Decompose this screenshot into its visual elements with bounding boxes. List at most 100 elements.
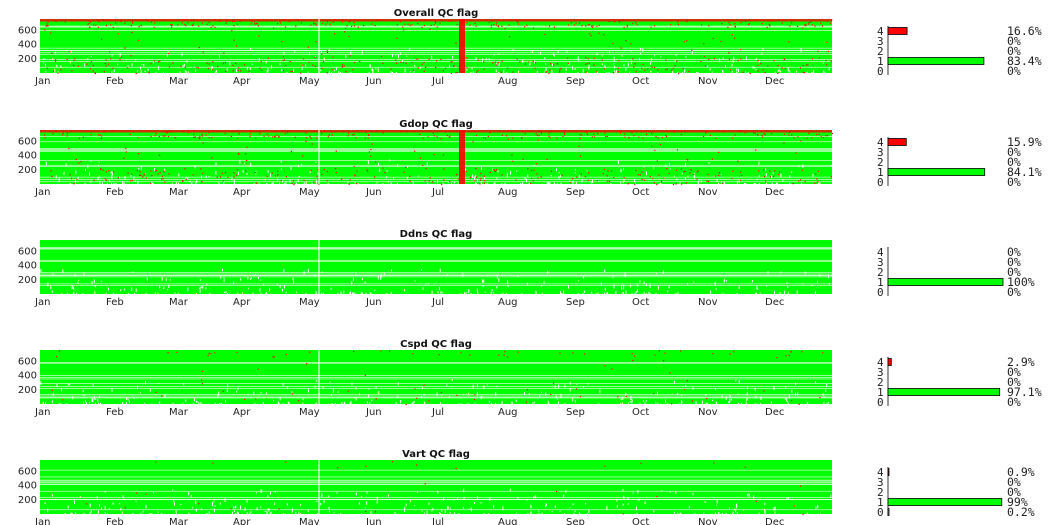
flag-percent-label: 0% xyxy=(1007,285,1021,299)
x-tick-label: Feb xyxy=(106,407,124,418)
flag-level-label: 0 xyxy=(877,506,884,519)
flag-level-label: 1 xyxy=(877,386,884,399)
flag-percent-label: 15.9% xyxy=(1007,135,1042,149)
heatmap-bad-cells xyxy=(51,350,824,406)
x-tick-label: Feb xyxy=(106,517,124,525)
flag-level-label: 2 xyxy=(877,266,884,279)
x-tick-label: May xyxy=(299,517,320,525)
y-tick-label: 200 xyxy=(18,275,37,286)
x-tick-label: Jul xyxy=(431,76,444,87)
heatmap-gaps xyxy=(40,469,832,517)
y-axis-ticks: 200 400 600 xyxy=(18,356,37,396)
x-axis-ticks: Jan Feb Mar Apr May Jun Jul Aug Sep Oct Nov Dec xyxy=(34,407,784,418)
flag-percent-label: 84.1% xyxy=(1007,165,1042,179)
flag-bar xyxy=(887,138,907,146)
x-tick-label: Feb xyxy=(106,297,124,308)
x-tick-label: Dec xyxy=(765,517,784,525)
flag-distribution-chart: 4 15.9% 3 0% 2 0% 1 84.1% 0 0% xyxy=(877,135,1042,189)
qc-panel: Ddns QC flag Jan Feb Mar Apr May Jun Jul Aug Sep O… xyxy=(18,229,1035,308)
x-tick-label: Sep xyxy=(566,407,585,418)
x-tick-label: Dec xyxy=(765,76,784,87)
x-tick-label: Oct xyxy=(632,76,649,87)
x-axis-ticks: Jan Feb Mar Apr May Jun Jul Aug Sep Oct Nov Dec xyxy=(34,76,784,87)
x-tick-label: Jun xyxy=(365,76,382,87)
flag-level-label: 3 xyxy=(877,366,884,379)
flag-bar xyxy=(887,278,1004,286)
chart-title: Ddns QC flag xyxy=(400,229,473,240)
heatmap-gaps xyxy=(40,247,832,297)
x-tick-label: Jun xyxy=(365,517,382,525)
flag-level-label: 1 xyxy=(877,496,884,509)
x-tick-label: Aug xyxy=(498,297,518,308)
chart-title: Gdop QC flag xyxy=(399,119,473,130)
flag-distribution-chart: 4 2.9% 3 0% 2 0% 1 97.1% 0 0% xyxy=(877,355,1042,409)
x-tick-label: Nov xyxy=(698,407,718,418)
heatmap-gaps xyxy=(40,136,832,187)
x-tick-label: Jul xyxy=(431,187,444,198)
flag-percent-label: 0% xyxy=(1007,475,1021,489)
flag-distribution-chart: 4 16.6% 3 0% 2 0% 1 83.4% 0 0% xyxy=(877,24,1042,78)
x-tick-label: Feb xyxy=(106,76,124,87)
flag-bar xyxy=(887,57,985,65)
qc-panel: Cspd QC flag Jan Feb Mar Apr May Jun Jul Aug Sep O… xyxy=(18,339,1042,418)
x-tick-label: Sep xyxy=(566,517,585,525)
x-tick-label: Jul xyxy=(431,407,444,418)
flag-percent-label: 0% xyxy=(1007,395,1021,409)
y-tick-label: 400 xyxy=(18,40,37,51)
flag-percent-label: 0% xyxy=(1007,265,1021,279)
flag-bar xyxy=(887,168,986,176)
flag-level-label: 4 xyxy=(877,25,884,38)
flag-level-label: 1 xyxy=(877,55,884,68)
flag-bar xyxy=(887,388,1001,396)
flag-level-label: 3 xyxy=(877,476,884,489)
flag-percent-label: 0% xyxy=(1007,245,1021,259)
x-tick-label: Jul xyxy=(431,517,444,525)
chart-title: Vart QC flag xyxy=(402,449,470,460)
x-tick-label: Aug xyxy=(498,517,518,525)
chart-title: Overall QC flag xyxy=(394,8,478,19)
x-axis-ticks: Jan Feb Mar Apr May Jun Jul Aug Sep Oct Nov Dec xyxy=(34,517,784,525)
flag-percent-label: 0% xyxy=(1007,175,1021,189)
flag-level-label: 4 xyxy=(877,246,884,259)
flag-bar xyxy=(887,468,890,476)
flag-percent-label: 99% xyxy=(1007,495,1028,509)
x-tick-label: May xyxy=(299,187,320,198)
x-tick-label: Mar xyxy=(169,517,189,525)
heatmap-area xyxy=(40,130,832,184)
y-tick-label: 400 xyxy=(18,371,37,382)
flag-percent-label: 0% xyxy=(1007,255,1021,269)
x-tick-label: Feb xyxy=(106,187,124,198)
x-tick-label: May xyxy=(299,297,320,308)
flag-bar xyxy=(887,498,1003,506)
flag-level-label: 4 xyxy=(877,466,884,479)
x-tick-label: Mar xyxy=(169,76,189,87)
x-tick-label: Nov xyxy=(698,76,718,87)
x-tick-label: Oct xyxy=(632,407,649,418)
x-tick-label: Dec xyxy=(765,407,784,418)
x-tick-label: Sep xyxy=(566,76,585,87)
x-tick-label: Jun xyxy=(365,407,382,418)
flag-percent-label: 0.2% xyxy=(1007,505,1035,519)
x-tick-label: Aug xyxy=(498,407,518,418)
flag-percent-label: 97.1% xyxy=(1007,385,1042,399)
flag-percent-label: 0% xyxy=(1007,145,1021,159)
chart-title: Cspd QC flag xyxy=(400,339,472,350)
x-tick-label: Apr xyxy=(233,297,251,308)
heatmap-gaps xyxy=(40,362,832,407)
x-tick-label: Jan xyxy=(34,187,50,198)
flag-level-label: 0 xyxy=(877,176,884,189)
x-tick-label: Nov xyxy=(698,187,718,198)
y-tick-label: 600 xyxy=(18,136,37,147)
x-tick-label: Apr xyxy=(233,76,251,87)
flag-percent-label: 2.9% xyxy=(1007,355,1035,369)
x-tick-label: Apr xyxy=(233,187,251,198)
flag-distribution-chart: 4 0% 3 0% 2 0% 1 100% 0 0% xyxy=(877,245,1035,299)
x-axis-ticks: Jan Feb Mar Apr May Jun Jul Aug Sep Oct Nov Dec xyxy=(34,297,784,308)
x-tick-label: Apr xyxy=(233,517,251,525)
y-axis-ticks: 200 400 600 xyxy=(18,136,37,176)
flag-level-label: 4 xyxy=(877,356,884,369)
x-tick-label: Oct xyxy=(632,517,649,525)
x-tick-label: Jan xyxy=(34,407,50,418)
flag-level-label: 2 xyxy=(877,376,884,389)
